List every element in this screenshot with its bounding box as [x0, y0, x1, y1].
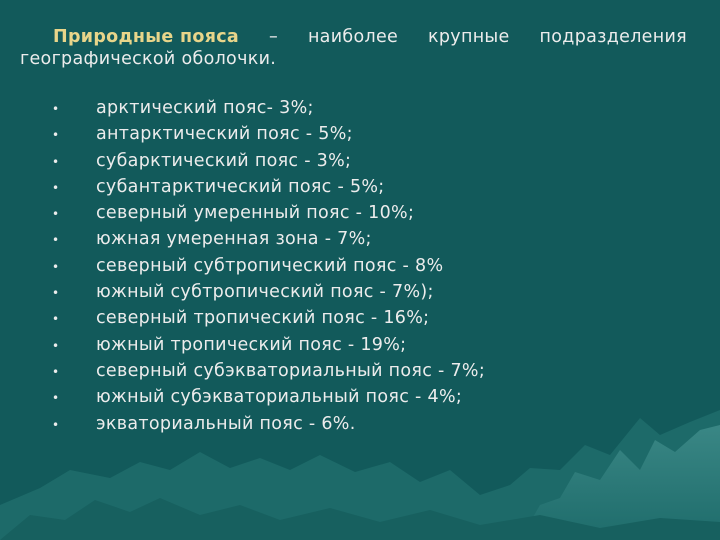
- intro-title: Природные пояса: [53, 27, 240, 47]
- belt-list: • арктический пояс- 3%; • антарктический п…: [50, 98, 485, 440]
- bullet-icon: •: [52, 364, 60, 379]
- intro-word: –: [268, 27, 279, 47]
- list-item: • арктический пояс- 3%;: [50, 98, 485, 124]
- list-item-text: северный тропический пояс - 16%;: [96, 308, 430, 329]
- intro-word: крупные: [428, 27, 510, 47]
- list-item: • южный тропический пояс - 19%;: [50, 335, 485, 361]
- bullet-icon: •: [52, 102, 60, 116]
- list-item: • южная умеренная зона - 7%;: [50, 229, 485, 255]
- list-item: • антарктический пояс - 5%;: [50, 124, 485, 150]
- bullet-icon: •: [52, 154, 60, 169]
- bullet-icon: •: [52, 180, 60, 195]
- list-item-text: субарктический пояс - 3%;: [96, 150, 352, 171]
- bullet-icon: •: [52, 259, 60, 274]
- intro-paragraph: Природные пояса – наиболее крупные подра…: [20, 26, 687, 70]
- list-item: • субантарктический пояс - 5%;: [50, 177, 485, 203]
- list-item-text: субантарктический пояс - 5%;: [96, 176, 385, 197]
- list-item: • субарктический пояс - 3%;: [50, 151, 485, 177]
- bullet-icon: •: [52, 338, 60, 353]
- list-item-text: экваториальный пояс - 6%.: [96, 413, 356, 434]
- list-item-text: южная умеренная зона - 7%;: [96, 229, 372, 250]
- list-item: • экваториальный пояс - 6%.: [50, 414, 485, 440]
- intro-line-2: географической оболочки.: [20, 49, 277, 69]
- bullet-icon: •: [52, 417, 60, 432]
- list-item: • северный субтропический пояс - 8%: [50, 256, 485, 282]
- list-item: • южный субтропический пояс - 7%);: [50, 282, 485, 308]
- bullet-icon: •: [52, 286, 60, 301]
- intro-word: подразделения: [539, 27, 687, 47]
- bullet-icon: •: [52, 312, 60, 327]
- list-item: • северный субэкваториальный пояс - 7%;: [50, 361, 485, 387]
- list-item-text: южный тропический пояс - 19%;: [96, 334, 407, 355]
- list-item: • южный субэкваториальный пояс - 4%;: [50, 387, 485, 413]
- intro-line-1: Природные пояса – наиболее крупные подра…: [20, 26, 687, 48]
- list-item-text: южный субтропический пояс - 7%);: [96, 282, 434, 303]
- bullet-icon: •: [52, 391, 60, 406]
- list-item-text: северный субэкваториальный пояс - 7%;: [96, 360, 486, 381]
- list-item: • северный тропический пояс - 16%;: [50, 308, 485, 334]
- intro-word: наиболее: [307, 27, 399, 47]
- bullet-icon: •: [52, 128, 60, 143]
- list-item-text: южный субэкваториальный пояс - 4%;: [96, 387, 463, 408]
- list-item-text: арктический пояс- 3%;: [96, 98, 314, 118]
- bullet-icon: •: [52, 207, 60, 222]
- bullet-icon: •: [52, 233, 60, 248]
- list-item-text: северный умеренный пояс - 10%;: [96, 203, 415, 224]
- list-item: • северный умеренный пояс - 10%;: [50, 203, 485, 229]
- list-item-text: северный субтропический пояс - 8%: [96, 255, 444, 276]
- list-item-text: антарктический пояс - 5%;: [96, 124, 353, 145]
